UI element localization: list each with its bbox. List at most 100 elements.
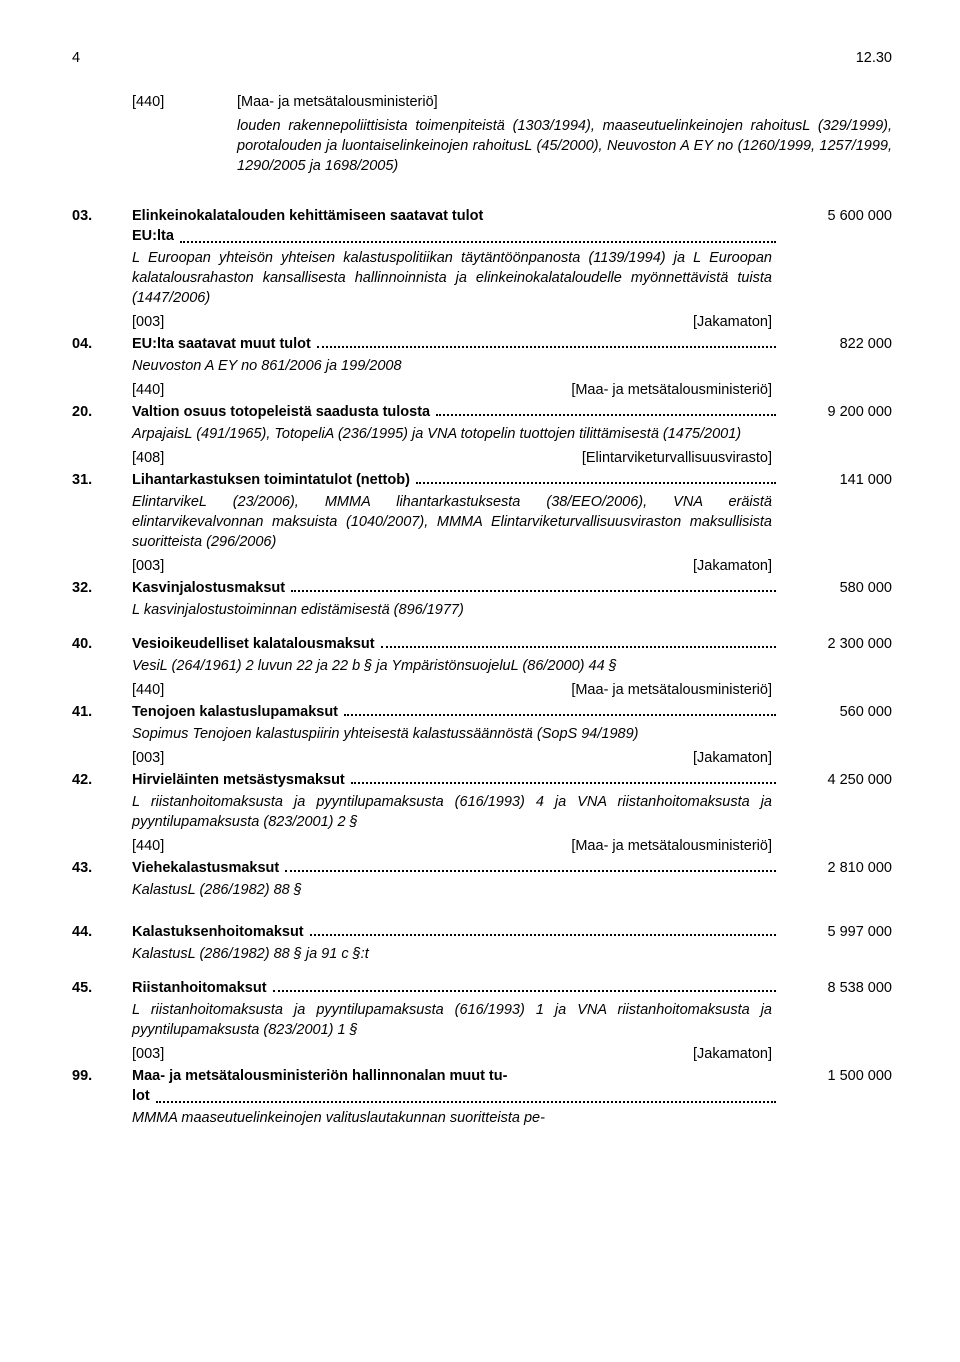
entry-title: Kasvinjalostusmaksut — [132, 578, 285, 598]
sub-code: [003] — [132, 748, 237, 768]
sub-code: [003] — [132, 1044, 237, 1064]
entry-40: 40. Vesioikeudelliset kalatalousmaksut 2… — [72, 634, 892, 654]
entry-desc: KalastusL (286/1982) 88 § — [132, 880, 772, 900]
entry-31: 31. Lihantarkastuksen toimintatulot (net… — [72, 470, 892, 490]
leader-dots — [291, 590, 776, 592]
entry-num: 20. — [72, 402, 132, 422]
sub-code: [440] — [132, 680, 237, 700]
entry-amount: 580 000 — [782, 578, 892, 598]
leader-dots — [310, 934, 776, 936]
entry-num: 04. — [72, 334, 132, 354]
sub-label: [Jakamaton] — [237, 748, 772, 768]
entry-99: 99. Maa- ja metsätalousministeriön halli… — [72, 1066, 892, 1106]
entry-41: 41. Tenojoen kalastuslupamaksut 560 000 — [72, 702, 892, 722]
leader-dots — [317, 346, 776, 348]
sub-bracket: [440] [Maa- ja metsätalousministeriö] — [132, 680, 892, 700]
entry-03: 03. Elinkeinokalatalouden kehittämiseen … — [72, 206, 892, 246]
sub-label: [Elintarviketurvallisuusvirasto] — [237, 448, 772, 468]
entry-amount: 4 250 000 — [782, 770, 892, 790]
entry-45: 45. Riistanhoitomaksut 8 538 000 — [72, 978, 892, 998]
sub-bracket: [003] [Jakamaton] — [132, 312, 892, 332]
entry-desc: ArpajaisL (491/1965), TotopeliA (236/199… — [132, 424, 772, 444]
sub-code: [440] — [132, 836, 237, 856]
leader-dots — [351, 782, 776, 784]
leader-dots — [416, 482, 776, 484]
entry-44: 44. Kalastuksenhoitomaksut 5 997 000 — [72, 922, 892, 942]
entry-title: Hirvieläinten metsästysmaksut — [132, 770, 345, 790]
entry-amount: 5 997 000 — [782, 922, 892, 942]
entry-desc: Sopimus Tenojoen kalastuspiirin yhteises… — [132, 724, 772, 744]
sub-bracket: [003] [Jakamaton] — [132, 1044, 892, 1064]
top-desc: louden rakennepoliittisista toimenpiteis… — [237, 116, 892, 176]
leader-dots — [285, 870, 776, 872]
entry-num: 43. — [72, 858, 132, 878]
sub-code: [003] — [132, 556, 237, 576]
entry-desc: L riistanhoitomaksusta ja pyyntilupamaks… — [132, 1000, 772, 1040]
sub-label: [Jakamaton] — [237, 556, 772, 576]
entry-desc: L kasvinjalostustoiminnan edistämisestä … — [132, 600, 772, 620]
sub-bracket: [440] [Maa- ja metsätalousministeriö] — [132, 836, 892, 856]
entry-title: Kalastuksenhoitomaksut — [132, 922, 304, 942]
entry-num: 31. — [72, 470, 132, 490]
entry-amount: 141 000 — [782, 470, 892, 490]
entry-desc: KalastusL (286/1982) 88 § ja 91 c §:t — [132, 944, 772, 964]
sub-label: [Maa- ja metsätalousministeriö] — [237, 680, 772, 700]
entry-title: Lihantarkastuksen toimintatulot (nettob) — [132, 470, 410, 490]
entry-amount: 2 300 000 — [782, 634, 892, 654]
entry-desc: L Euroopan yhteisön yhteisen kalastuspol… — [132, 248, 772, 308]
entry-num: 32. — [72, 578, 132, 598]
entry-num: 42. — [72, 770, 132, 790]
entry-title-line2: EU:lta — [132, 226, 174, 246]
entry-num: 41. — [72, 702, 132, 722]
entry-num: 03. — [72, 206, 132, 246]
entry-title: Riistanhoitomaksut — [132, 978, 267, 998]
entry-amount: 9 200 000 — [782, 402, 892, 422]
entry-desc: ElintarvikeL (23/2006), MMMA lihantarkas… — [132, 492, 772, 552]
entry-title: Tenojoen kalastuslupamaksut — [132, 702, 338, 722]
entry-title: Vesioikeudelliset kalatalousmaksut — [132, 634, 375, 654]
entry-04: 04. EU:lta saatavat muut tulot 822 000 — [72, 334, 892, 354]
top-code: [440] — [132, 92, 237, 112]
top-bracket-row: [440] [Maa- ja metsätalousministeriö] — [132, 92, 892, 112]
entry-desc: Neuvoston A EY no 861/2006 ja 199/2008 — [132, 356, 772, 376]
entry-title: EU:lta saatavat muut tulot — [132, 334, 311, 354]
entry-num: 40. — [72, 634, 132, 654]
entry-desc: VesiL (264/1961) 2 luvun 22 ja 22 b § ja… — [132, 656, 772, 676]
entry-amount: 822 000 — [782, 334, 892, 354]
sub-label: [Maa- ja metsätalousministeriö] — [237, 380, 772, 400]
sub-code: [440] — [132, 380, 237, 400]
entry-title: Valtion osuus totopeleistä saadusta tulo… — [132, 402, 430, 422]
entry-amount: 2 810 000 — [782, 858, 892, 878]
entry-title: Viehekalastusmaksut — [132, 858, 279, 878]
sub-bracket: [408] [Elintarviketurvallisuusvirasto] — [132, 448, 892, 468]
sub-bracket: [003] [Jakamaton] — [132, 556, 892, 576]
entry-title-line1: Elinkeinokalatalouden kehittämiseen saat… — [132, 206, 782, 226]
entry-desc: MMMA maaseutuelinkeinojen valituslautaku… — [132, 1108, 772, 1128]
entry-amount: 5 600 000 — [782, 206, 892, 246]
sub-code: [408] — [132, 448, 237, 468]
leader-dots — [180, 241, 776, 243]
entry-43: 43. Viehekalastusmaksut 2 810 000 — [72, 858, 892, 878]
entry-title-line2: lot — [132, 1086, 150, 1106]
sub-label: [Maa- ja metsätalousministeriö] — [237, 836, 772, 856]
entry-desc: L riistanhoitomaksusta ja pyyntilupamaks… — [132, 792, 772, 832]
top-label: [Maa- ja metsätalousministeriö] — [237, 92, 438, 112]
entry-amount: 560 000 — [782, 702, 892, 722]
leader-dots — [273, 990, 776, 992]
page-header: 4 12.30 — [72, 48, 892, 68]
sub-label: [Jakamaton] — [237, 1044, 772, 1064]
sub-bracket: [440] [Maa- ja metsätalousministeriö] — [132, 380, 892, 400]
leader-dots — [381, 646, 776, 648]
page-number: 4 — [72, 48, 80, 68]
entry-title-line1: Maa- ja metsätalousministeriön hallinnon… — [132, 1066, 782, 1086]
entry-32: 32. Kasvinjalostusmaksut 580 000 — [72, 578, 892, 598]
leader-dots — [436, 414, 776, 416]
entry-num: 45. — [72, 978, 132, 998]
entry-num: 44. — [72, 922, 132, 942]
sub-code: [003] — [132, 312, 237, 332]
leader-dots — [156, 1101, 776, 1103]
entry-amount: 1 500 000 — [782, 1066, 892, 1106]
entry-num: 99. — [72, 1066, 132, 1106]
entry-amount: 8 538 000 — [782, 978, 892, 998]
leader-dots — [344, 714, 776, 716]
